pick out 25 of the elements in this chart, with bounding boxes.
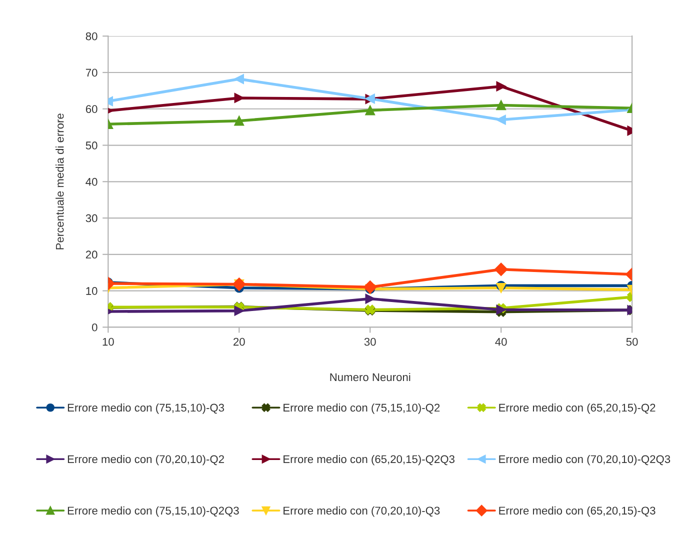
legend-label: Errore medio con (75,15,10)-Q3 [68, 403, 224, 414]
x-tick-label: 10 [102, 338, 114, 346]
legend-label: Errore medio con (65,20,15)-Q2 [499, 403, 656, 414]
y-tick-label: 80 [86, 32, 98, 40]
legend-label: Errore medio con (75,15,10)-Q2Q3 [68, 506, 239, 517]
legend-label: Errore medio con (70,20,10)-Q2Q3 [499, 454, 670, 466]
y-tick-label: 20 [86, 250, 98, 259]
legend-label: Errore medio con (75,15,10)-Q2 [284, 403, 440, 414]
legend-label: Errore medio con (70,20,10)-Q3 [284, 506, 440, 517]
legend-label: Errore medio con (65,20,15)-Q2Q3 [284, 454, 454, 466]
x-tick-label: 30 [364, 338, 376, 346]
x-axis-title: Numero Neuroni [330, 372, 410, 382]
y-axis-title: Percentuale media di errore [56, 114, 64, 250]
y-tick-label: 0 [92, 323, 98, 332]
x-tick-label: 20 [234, 338, 245, 346]
y-tick-label: 10 [86, 287, 98, 295]
x-tick-label: 40 [495, 338, 507, 346]
y-tick-label: 30 [86, 214, 98, 222]
y-tick-label: 50 [86, 142, 98, 150]
y-tick-label: 70 [86, 68, 98, 77]
legend-label: Errore medio con (65,20,15)-Q3 [499, 506, 656, 517]
legend-label: Errore medio con (70,20,10)-Q2 [68, 454, 224, 466]
y-tick-label: 60 [86, 105, 98, 114]
x-tick-label: 50 [626, 338, 638, 346]
y-tick-label: 40 [86, 178, 98, 186]
